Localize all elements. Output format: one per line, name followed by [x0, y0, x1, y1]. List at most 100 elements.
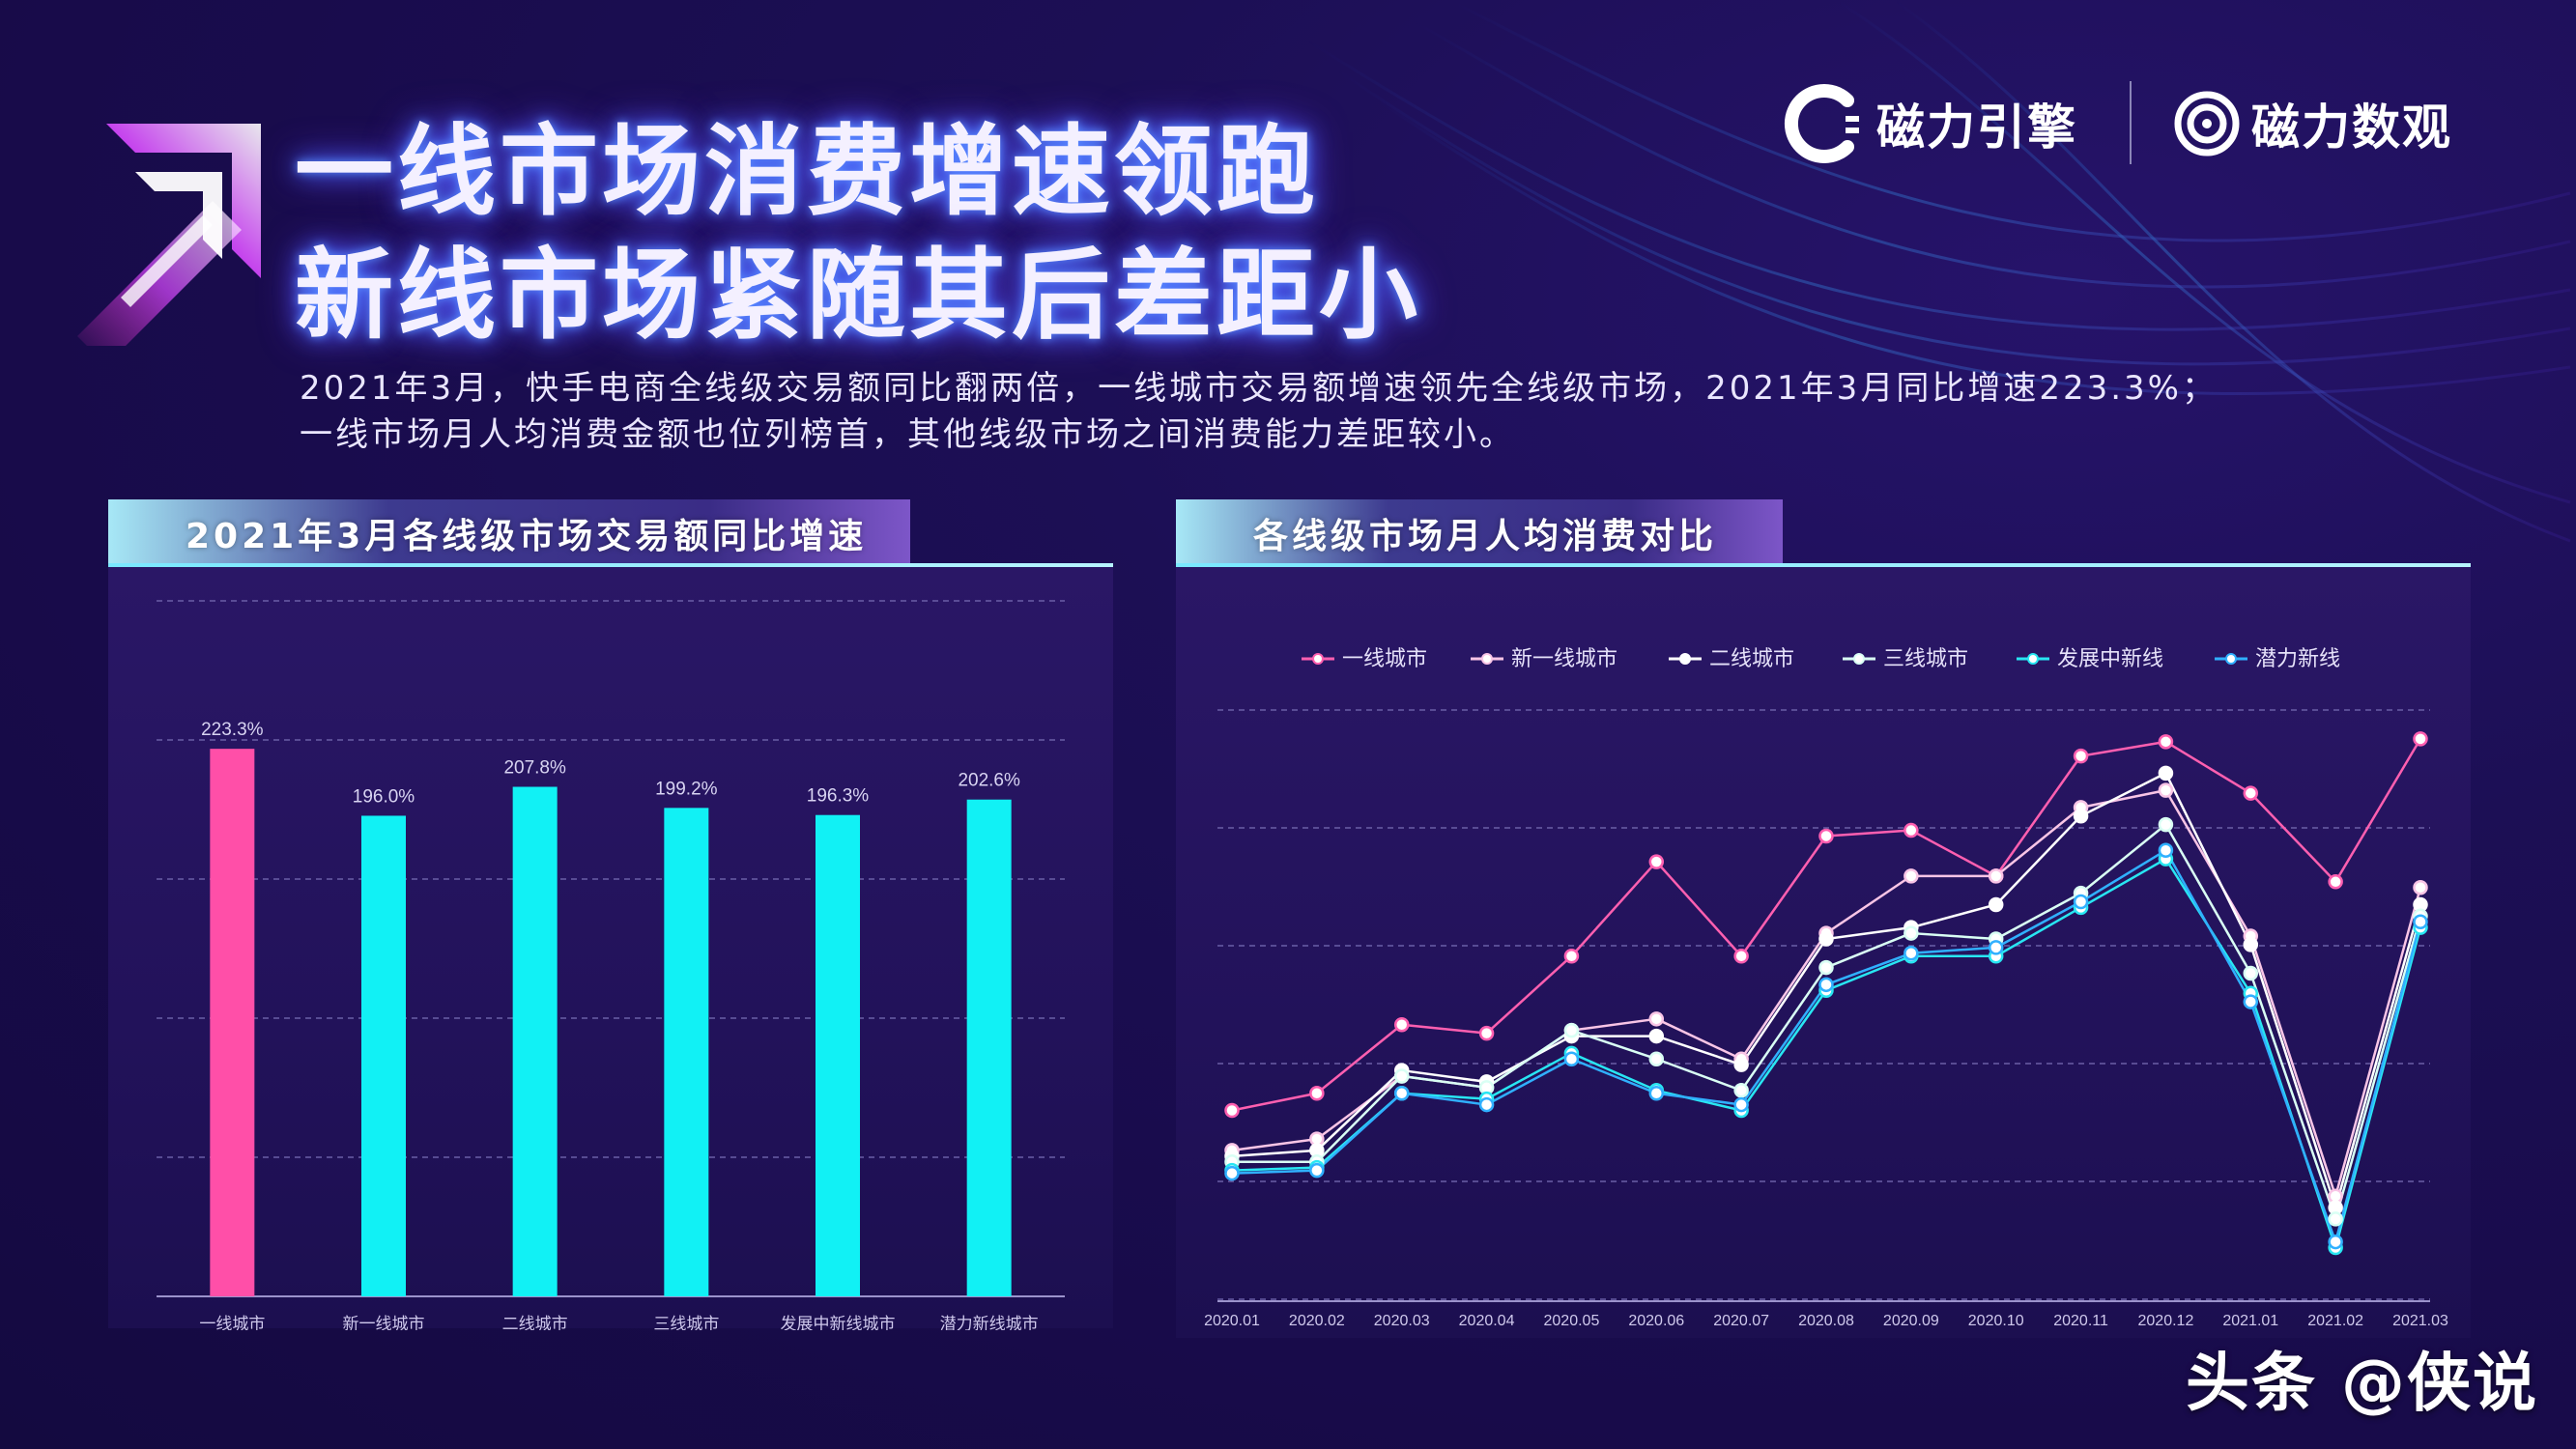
- legend-swatch-marker: [2027, 653, 2039, 665]
- data-point: [1733, 1096, 1749, 1113]
- data-point: [1903, 822, 1919, 838]
- summary-line-2: 一线市场月人均消费金额也位列榜首，其他线级市场之间消费能力差距较小。: [300, 415, 1515, 454]
- line-chart-tab: 各线级市场月人均消费对比: [1176, 499, 1783, 567]
- brand-name-2: 磁力数观: [2251, 99, 2452, 156]
- legend-label: 新一线城市: [1511, 646, 1617, 670]
- data-point: [1733, 1057, 1749, 1072]
- data-point: [1478, 1096, 1495, 1113]
- x-tick-label: 2021.02: [2307, 1313, 2363, 1329]
- summary-text: 2021年3月，快手电商全线级交易额同比翻两倍，一线城市交易额增速领先全线级市场…: [300, 365, 2377, 458]
- data-point: [1393, 1016, 1410, 1033]
- data-point: [1648, 1028, 1665, 1044]
- line-chart-title: 各线级市场月人均消费对比: [1253, 517, 1718, 556]
- data-point: [1818, 977, 1834, 993]
- x-tick-label: 2020.07: [1713, 1313, 1769, 1329]
- bar: [966, 799, 1012, 1296]
- bar-chart-tab: 2021年3月各线级市场交易额同比增速: [108, 499, 910, 567]
- bar-chart-title: 2021年3月各线级市场交易额同比增速: [186, 517, 868, 556]
- data-point: [2328, 874, 2343, 890]
- data-point: [1648, 1011, 1665, 1027]
- data-point: [1988, 940, 2004, 955]
- data-point: [1648, 1051, 1665, 1066]
- bar: [512, 786, 558, 1296]
- data-point: [2158, 734, 2174, 750]
- series-line: [1231, 849, 2422, 1243]
- x-tick-label: 2020.10: [1968, 1313, 2024, 1329]
- series-line: [1232, 823, 2422, 1221]
- x-tick-label: 三线城市: [653, 1315, 719, 1330]
- data-point: [2243, 785, 2259, 801]
- data-point: [1818, 828, 1834, 844]
- data-point: [2413, 914, 2428, 929]
- data-point: [2413, 731, 2428, 747]
- data-point: [1309, 1162, 1325, 1179]
- data-point: [1309, 1085, 1325, 1101]
- data-point: [1903, 868, 1919, 884]
- bar: [664, 808, 709, 1296]
- line-chart-tab-underline: [1176, 563, 2471, 567]
- x-tick-label: 一线城市: [199, 1315, 265, 1330]
- data-point: [2073, 748, 2089, 764]
- data-point: [2243, 994, 2259, 1009]
- bar-value-label: 202.6%: [958, 771, 1020, 791]
- line-chart: 一线城市 新一线城市 二线城市 三线城市 发展中新线 潜力新线 2020.01 2020.02…: [1204, 646, 2448, 1329]
- watermark: 头条 @侠说: [2186, 1346, 2538, 1420]
- x-tick-label: 新一线城市: [343, 1315, 425, 1330]
- brand-divider: [2130, 81, 2132, 164]
- title-line-2: 新线市场紧随其后差距小: [295, 239, 1421, 354]
- data-point: [2243, 937, 2259, 952]
- legend-swatch-marker: [1481, 653, 1493, 665]
- legend-swatch-marker: [2225, 653, 2237, 665]
- arrow-logo-icon: [77, 124, 261, 346]
- x-tick-label: 2020.04: [1459, 1313, 1515, 1329]
- x-tick-label: 2021.01: [2222, 1313, 2278, 1329]
- x-tick-label: 2020.09: [1883, 1313, 1939, 1329]
- data-point: [2158, 816, 2174, 833]
- legend-label: 一线城市: [1342, 646, 1427, 670]
- bar-value-label: 196.0%: [353, 786, 415, 807]
- brand-ciliyinqing: 磁力引擎: [1778, 77, 2077, 170]
- data-point: [2413, 879, 2428, 895]
- data-point: [1478, 1025, 1495, 1041]
- series-line: [1231, 738, 2422, 1112]
- legend-label: 二线城市: [1709, 646, 1794, 670]
- bar-value-label: 207.8%: [503, 758, 566, 779]
- data-point: [2158, 782, 2174, 798]
- data-point: [2328, 1234, 2343, 1250]
- ciliyinqing-logo-icon: [1785, 84, 1859, 163]
- brand-cilishuguan: 磁力数观: [2172, 77, 2452, 170]
- x-tick-label: 2020.02: [1289, 1313, 1345, 1329]
- legend-label: 发展中新线: [2057, 646, 2163, 670]
- data-point: [2158, 765, 2174, 781]
- data-point: [2158, 842, 2174, 859]
- summary-line-1: 2021年3月，快手电商全线级交易额同比翻两倍，一线城市交易额增速领先全线级市场…: [300, 369, 2218, 408]
- x-tick-label: 2020.08: [1798, 1313, 1854, 1329]
- data-point: [1563, 948, 1580, 964]
- x-tick-label: 2020.03: [1374, 1313, 1430, 1329]
- data-point: [1224, 1102, 1240, 1119]
- data-point: [1648, 1085, 1665, 1101]
- data-point: [1393, 1068, 1410, 1084]
- data-point: [1903, 946, 1919, 961]
- title-line-1: 一线市场消费增速领跑: [295, 115, 1319, 230]
- data-point: [2073, 809, 2089, 824]
- data-point: [1818, 959, 1834, 976]
- bar-chart-tab-underline: [108, 563, 1113, 567]
- x-tick-label: 2021.03: [2392, 1313, 2448, 1329]
- data-point: [1648, 854, 1665, 869]
- data-point: [1733, 1083, 1749, 1098]
- data-point: [1988, 896, 2004, 913]
- x-tick-label: 潜力新线城市: [940, 1315, 1039, 1330]
- data-point: [2328, 1211, 2343, 1227]
- legend-swatch-marker: [1312, 653, 1324, 665]
- bar-chart: 223.3% 一线城市 196.0% 新一线城市 207.8% 二线城市 199.2% 三线城…: [157, 600, 1065, 1330]
- x-tick-label: 2020.12: [2138, 1313, 2194, 1329]
- legend-label: 潜力新线: [2255, 646, 2340, 670]
- data-point: [1903, 925, 1919, 941]
- bar: [210, 749, 255, 1296]
- legend-label: 三线城市: [1883, 646, 1968, 670]
- bar-value-label: 223.3%: [201, 720, 264, 740]
- legend-swatch-marker: [1679, 653, 1691, 665]
- legend-swatch-marker: [1853, 653, 1865, 665]
- data-point: [1818, 931, 1834, 947]
